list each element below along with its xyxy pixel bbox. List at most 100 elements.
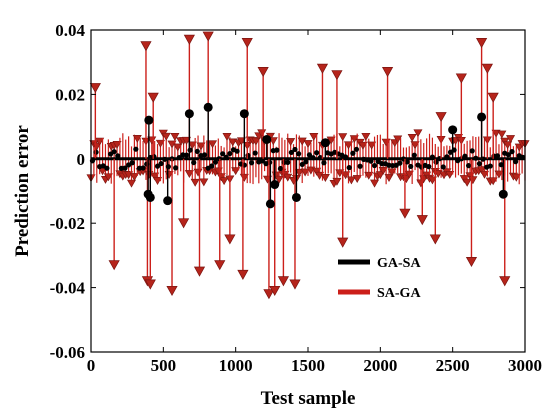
- band-triangle-marker: [497, 130, 507, 139]
- y-tick-label: -0.04: [50, 279, 86, 298]
- sa-ga-triangle-marker: [108, 260, 120, 271]
- band-circle-marker: [133, 146, 139, 152]
- ga-sa-circle-marker: [163, 196, 173, 206]
- band-triangle-marker: [294, 168, 304, 177]
- band-triangle-marker: [341, 171, 351, 180]
- band-triangle-marker: [503, 141, 513, 150]
- band-triangle-marker: [427, 176, 437, 185]
- band-triangle-marker: [208, 140, 218, 149]
- band-circle-marker: [245, 152, 251, 159]
- band-triangle-marker: [335, 169, 345, 178]
- sa-ga-triangle-marker: [183, 34, 195, 45]
- band-triangle-marker: [506, 135, 516, 144]
- ga-sa-series: [143, 102, 508, 209]
- band-triangle-marker: [320, 174, 330, 182]
- ga-sa-circle-marker: [203, 102, 213, 112]
- legend-label-ga-sa: GA-SA: [377, 256, 421, 271]
- band-circle-marker: [158, 160, 164, 167]
- band-circle-marker: [187, 147, 193, 153]
- x-tick-label: 2000: [363, 356, 397, 375]
- band-circle-marker: [129, 160, 135, 166]
- band-circle-marker: [321, 160, 327, 166]
- band-triangle-marker: [181, 136, 191, 145]
- band-triangle-marker: [445, 171, 455, 179]
- band-circle-marker: [498, 162, 504, 168]
- band-triangle-marker: [170, 133, 180, 141]
- sa-ga-triangle-marker: [202, 31, 214, 42]
- band-circle-marker: [212, 159, 219, 165]
- band-triangle-marker: [332, 177, 342, 186]
- ga-sa-circle-marker: [291, 192, 301, 202]
- sa-ga-triangle-marker: [144, 279, 156, 290]
- sa-ga-triangle-marker: [331, 70, 343, 81]
- band-triangle-marker: [387, 168, 397, 177]
- ga-sa-circle-marker: [448, 125, 458, 135]
- x-tick-label: 1000: [219, 356, 253, 375]
- sa-ga-triangle-marker: [263, 289, 275, 300]
- x-axis-label: Test sample: [261, 388, 356, 409]
- band-circle-marker: [465, 163, 472, 169]
- x-tick-label: 2500: [436, 356, 470, 375]
- y-tick-label: 0: [77, 150, 86, 169]
- band-circle-marker: [201, 152, 208, 158]
- band-circle-marker: [397, 160, 403, 166]
- band-circle-marker: [154, 163, 161, 169]
- band-circle-marker: [476, 161, 483, 167]
- band-circle-marker: [285, 159, 291, 165]
- y-axis-label: Prediction error: [12, 125, 33, 257]
- sa-ga-triangle-marker: [465, 256, 478, 268]
- band-triangle-marker: [393, 135, 403, 144]
- sa-ga-triangle-marker: [399, 208, 411, 219]
- sa-ga-triangle-marker: [193, 266, 206, 277]
- ga-sa-circle-marker: [477, 112, 487, 122]
- sa-ga-triangle-marker: [237, 269, 249, 280]
- band-triangle-marker: [231, 167, 241, 176]
- band-circle-marker: [299, 161, 305, 168]
- sa-ga-triangle-marker: [435, 112, 447, 123]
- band-circle-marker: [346, 165, 352, 171]
- ga-sa-circle-marker: [265, 199, 275, 209]
- sa-ga-triangle-marker: [381, 67, 394, 78]
- band-circle-marker: [440, 164, 446, 170]
- y-tick-label: -0.02: [50, 214, 85, 233]
- band-triangle-marker: [352, 175, 362, 184]
- band-triangle-marker: [370, 179, 380, 188]
- sa-ga-triangle-marker: [257, 67, 269, 78]
- band-circle-marker: [194, 148, 200, 155]
- band-circle-marker: [357, 163, 363, 169]
- band-triangle-marker: [95, 137, 105, 146]
- ga-sa-circle-marker: [239, 109, 249, 119]
- sa-ga-triangle-marker: [455, 73, 467, 84]
- sa-ga-triangle-marker: [140, 41, 152, 52]
- band-triangle-marker: [361, 132, 371, 141]
- band-circle-marker: [426, 164, 432, 170]
- band-triangle-marker: [129, 173, 139, 181]
- band-triangle-marker: [219, 177, 229, 186]
- sa-ga-triangle-marker: [269, 285, 281, 297]
- band-circle-marker: [191, 159, 197, 166]
- band-circle-marker: [173, 165, 179, 171]
- band-triangle-marker: [187, 141, 197, 150]
- axis-ticks: [90, 29, 526, 353]
- sa-ga-triangle-marker: [166, 285, 178, 297]
- legend: GA-SA SA-GA: [330, 249, 435, 303]
- band-circle-marker: [140, 165, 146, 171]
- band-circle-marker: [220, 151, 226, 157]
- band-triangle-marker: [494, 170, 504, 179]
- sa-ga-triangle-marker: [476, 38, 488, 49]
- band-triangle-marker: [407, 134, 417, 142]
- ga-sa-circle-marker: [320, 138, 330, 148]
- band-triangle-marker: [112, 140, 122, 149]
- band-circle-marker: [353, 146, 360, 152]
- sa-ga-triangle-marker: [499, 276, 511, 287]
- band-triangle-marker: [312, 167, 322, 176]
- band-circle-marker: [494, 153, 501, 159]
- band-triangle-marker: [462, 178, 472, 187]
- sa-ga-triangle-marker: [487, 92, 499, 103]
- band-triangle-marker: [511, 173, 521, 182]
- band-triangle-marker: [364, 171, 374, 180]
- band-triangle-marker: [196, 142, 206, 151]
- band-triangle-marker: [413, 129, 423, 138]
- ga-sa-circle-marker: [498, 189, 508, 199]
